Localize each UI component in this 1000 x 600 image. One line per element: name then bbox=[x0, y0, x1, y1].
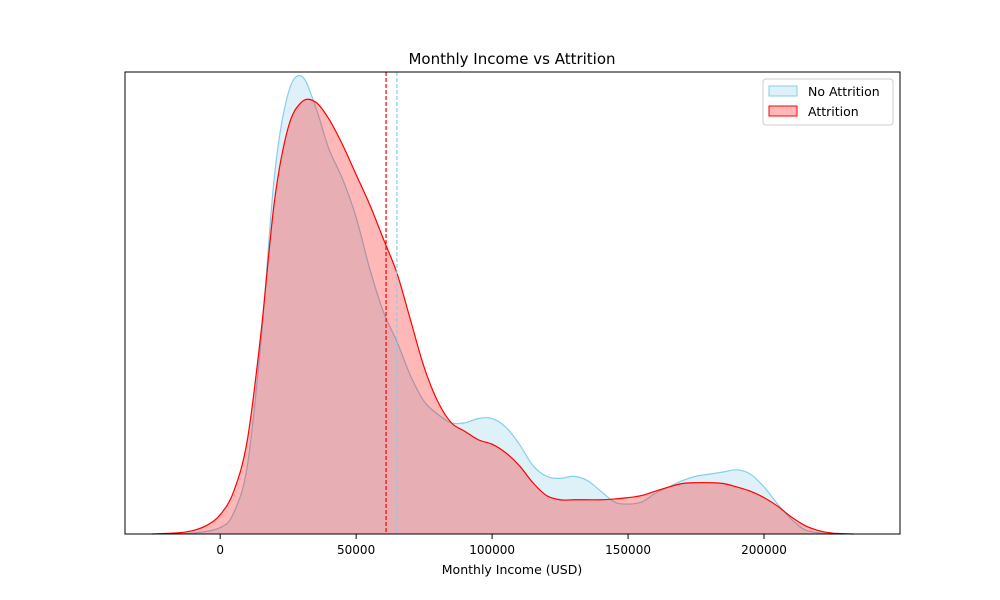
density-line-attrition bbox=[152, 98, 854, 535]
density-line-no-attrition bbox=[165, 75, 846, 535]
x-tick-label: 150000 bbox=[605, 543, 651, 557]
legend-label-no-attrition: No Attrition bbox=[808, 84, 880, 99]
density-area-no-attrition bbox=[165, 75, 846, 535]
x-tick-label: 0 bbox=[216, 543, 224, 557]
x-axis-label: Monthly Income (USD) bbox=[442, 562, 582, 577]
legend-label-attrition: Attrition bbox=[808, 104, 859, 119]
plot-frame bbox=[124, 71, 901, 535]
density-area-attrition bbox=[152, 99, 854, 534]
legend-swatch-no-attrition bbox=[768, 85, 798, 97]
x-tick-label: 200000 bbox=[741, 543, 787, 557]
x-tick-label: 50000 bbox=[337, 543, 375, 557]
legend: No Attrition Attrition bbox=[762, 78, 894, 126]
x-axis: 0 50000 100000 150000 200000 bbox=[216, 534, 787, 557]
legend-swatch-attrition bbox=[768, 105, 798, 117]
plot-area bbox=[152, 72, 854, 535]
chart-title: Monthly Income vs Attrition bbox=[408, 50, 615, 68]
legend-box bbox=[762, 78, 894, 126]
x-tick-label: 100000 bbox=[469, 543, 515, 557]
